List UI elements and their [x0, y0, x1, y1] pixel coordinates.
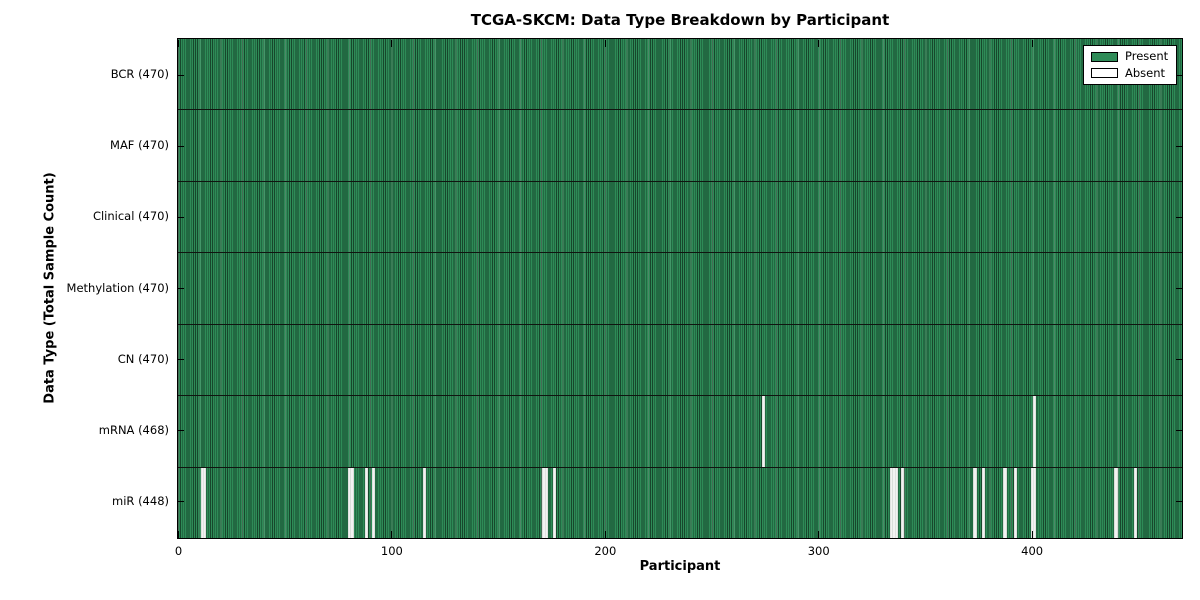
- absent-gap: [348, 467, 352, 538]
- x-axis-label: Participant: [639, 559, 721, 574]
- x-tick-label: 300: [807, 544, 830, 558]
- absent-gap: [892, 467, 896, 538]
- row-CN: [178, 323, 1182, 396]
- x-tick-label: 400: [1021, 544, 1044, 558]
- absent-gap: [350, 467, 354, 538]
- row-mRNA: [178, 395, 1182, 467]
- y-tick: [1176, 288, 1183, 289]
- x-tick: [1031, 39, 1033, 47]
- absent-gap: [900, 467, 905, 538]
- absent-gap: [542, 467, 546, 538]
- legend-label-present: Present: [1125, 49, 1169, 63]
- y-tick: [177, 74, 184, 76]
- absent-swatch-icon: [1091, 68, 1118, 79]
- y-tick: [177, 501, 184, 503]
- legend: Present Absent: [1083, 45, 1178, 85]
- absent-gap: [371, 467, 375, 538]
- row-miR: [178, 466, 1182, 538]
- y-tick: [177, 359, 184, 361]
- row-Methylation: [178, 252, 1182, 324]
- x-tick: [178, 530, 179, 538]
- present-swatch-icon: [1091, 51, 1118, 62]
- absent-gap: [1014, 467, 1018, 538]
- absent-gap: [365, 467, 369, 538]
- absent-gap: [544, 467, 548, 538]
- row-Clinical: [178, 180, 1182, 253]
- absent-gap: [973, 467, 977, 538]
- absent-gap: [200, 467, 205, 538]
- y-tick: [177, 430, 184, 432]
- row-BCR: [178, 39, 1182, 110]
- x-tick: [1031, 530, 1033, 538]
- row-MAF: [178, 109, 1182, 181]
- absent-gap: [982, 467, 986, 538]
- x-tick: [818, 39, 820, 47]
- y-tick: [1176, 430, 1183, 432]
- x-tick: [818, 530, 820, 538]
- y-tick: [1176, 359, 1183, 361]
- legend-entry-present: Present: [1091, 49, 1169, 63]
- legend-label-absent: Absent: [1125, 65, 1166, 80]
- absent-gap: [762, 396, 766, 467]
- x-tick-label: 0: [174, 544, 183, 558]
- absent-gap: [553, 467, 557, 538]
- y-tick: [1176, 501, 1183, 503]
- y-tick: [1176, 216, 1183, 218]
- absent-gap: [1033, 467, 1037, 538]
- x-tick: [391, 530, 393, 538]
- x-tick-label: 100: [380, 544, 403, 558]
- y-tick-label: miR (448): [112, 493, 169, 508]
- chart-title: TCGA-SKCM: Data Type Breakdown by Partic…: [470, 11, 890, 29]
- absent-gap: [1114, 467, 1118, 538]
- y-tick: [1176, 145, 1183, 147]
- x-tick-label: 200: [594, 544, 617, 558]
- absent-gap: [1031, 467, 1035, 538]
- absent-gap: [1033, 396, 1037, 467]
- legend-entry-absent: Absent: [1091, 65, 1168, 80]
- y-tick-label: Methylation (470): [66, 280, 169, 295]
- absent-gap: [894, 467, 898, 538]
- x-tick: [391, 39, 393, 47]
- absent-gap: [1133, 467, 1137, 538]
- y-tick-label: MAF (470): [110, 138, 169, 153]
- plot-area: [177, 38, 1183, 539]
- y-tick: [177, 216, 184, 218]
- y-tick-label: BCR (470): [110, 67, 169, 82]
- x-tick: [604, 530, 606, 538]
- y-tick: [177, 288, 184, 289]
- y-tick: [177, 145, 184, 147]
- x-tick: [604, 39, 606, 47]
- absent-gap: [422, 467, 427, 538]
- y-tick-label: CN (470): [117, 351, 169, 366]
- absent-gap: [890, 467, 894, 538]
- x-tick: [178, 39, 179, 47]
- absent-gap: [203, 467, 207, 538]
- absent-gap: [1003, 467, 1007, 538]
- y-tick-label: Clinical (470): [92, 209, 169, 224]
- y-tick: [1176, 74, 1183, 76]
- y-tick-label: mRNA (468): [98, 422, 169, 437]
